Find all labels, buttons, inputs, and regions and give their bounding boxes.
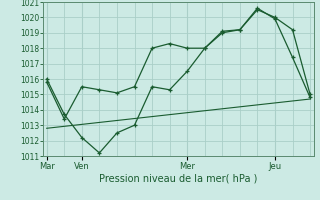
X-axis label: Pression niveau de la mer( hPa ): Pression niveau de la mer( hPa ) <box>99 173 258 183</box>
